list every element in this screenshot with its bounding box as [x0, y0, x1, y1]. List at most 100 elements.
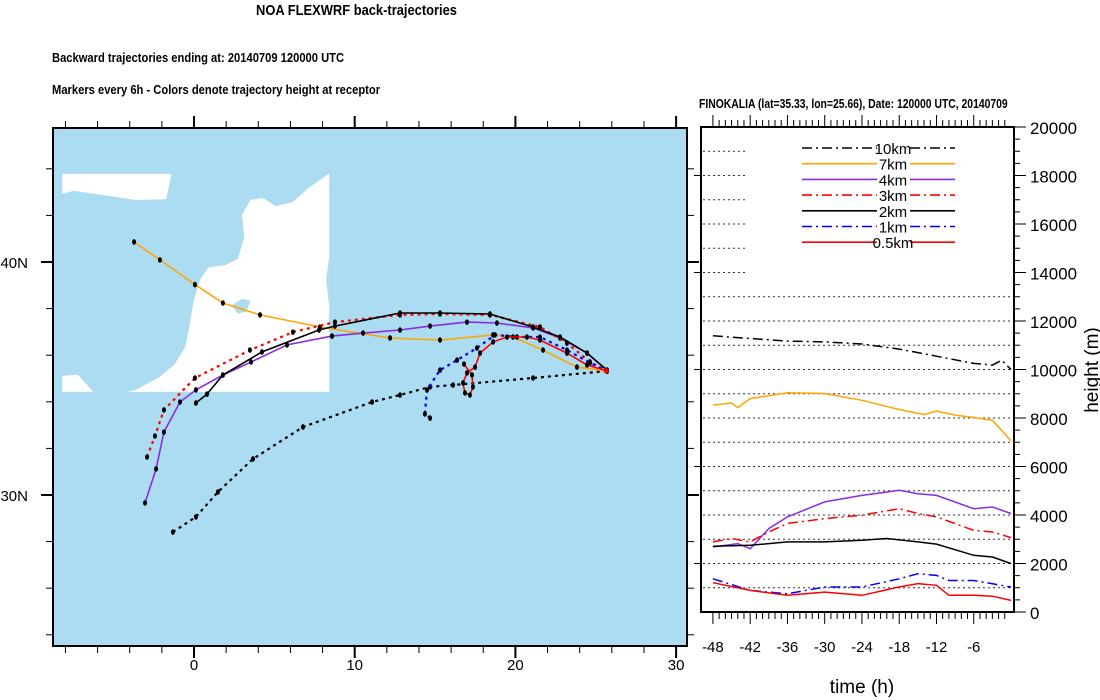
x-tick-label: -42 — [739, 639, 761, 656]
trajectory-marker-10km — [250, 456, 255, 462]
trajectory-marker-4km — [465, 319, 470, 325]
y-tick-label: 14000 — [1030, 265, 1077, 284]
trajectory-marker-1km — [422, 411, 427, 417]
height-series-7km — [712, 392, 1012, 442]
trajectory-marker-0.5km — [505, 334, 510, 340]
trajectory-marker-0.5km — [524, 334, 529, 340]
receptor-marker — [603, 368, 609, 374]
trajectory-marker-4km — [494, 320, 499, 326]
trajectory-marker-2km — [193, 400, 198, 406]
trajectory-4km — [144, 321, 608, 504]
y-tick-label: 20000 — [1030, 119, 1077, 138]
trajectory-marker-1km — [438, 367, 443, 373]
x-axis-label: time (h) — [830, 677, 894, 698]
trajectory-marker-4km — [161, 429, 166, 435]
trajectory-10km — [172, 369, 608, 533]
trajectory-marker-1km — [428, 415, 433, 421]
trajectory-marker-10km — [451, 382, 456, 388]
trajectory-marker-2km — [558, 334, 563, 340]
trajectory-marker-10km — [398, 392, 403, 398]
height-series-10km — [712, 335, 1012, 371]
y-tick-label: 16000 — [1030, 216, 1077, 235]
trajectory-marker-2km — [438, 310, 443, 316]
trajectory-marker-7km — [220, 300, 225, 306]
trajectory-marker-7km — [438, 337, 443, 343]
x-tick-label: -18 — [888, 639, 910, 656]
trajectory-marker-1km — [492, 332, 497, 338]
x-tick-label: -12 — [926, 639, 948, 656]
trajectory-marker-10km — [215, 489, 220, 495]
x-tick-label: -6 — [967, 639, 980, 656]
trajectory-marker-7km — [258, 312, 263, 318]
legend-label: 1km — [879, 220, 907, 237]
height-series-2km — [712, 537, 1012, 565]
trajectory-marker-3km — [145, 454, 150, 460]
trajectory-marker-2km — [488, 311, 493, 317]
subtitle-markers-note: Markers every 6h - Colors denote traject… — [52, 82, 381, 97]
bay-of-biscay — [62, 173, 172, 200]
x-tick-label: 10 — [346, 657, 363, 674]
trajectory-marker-0.5km — [461, 380, 466, 386]
trajectory-marker-4km — [361, 330, 366, 336]
y-tick-label: 0 — [1030, 604, 1039, 623]
legend-label: 4km — [879, 172, 907, 189]
legend-label: 0.5km — [873, 235, 914, 252]
figure-title: NOA FLEXWRF back-trajectories — [256, 2, 457, 19]
trajectory-marker-7km — [388, 335, 393, 341]
trajectory-marker-0.5km — [465, 370, 470, 376]
y-tick-label: 18000 — [1030, 168, 1077, 187]
trajectory-marker-4km — [285, 342, 290, 348]
x-tick-label: 30 — [668, 657, 685, 674]
y-tick-label: 30N — [0, 488, 28, 505]
trajectory-marker-0.5km — [461, 361, 466, 367]
trajectory-marker-2km — [220, 372, 225, 378]
height-panel-title: FINOKALIA (lat=35.33, lon=25.66), Date: … — [699, 97, 1008, 111]
trajectory-marker-0.5km — [478, 350, 483, 356]
y-tick-label: 2000 — [1030, 556, 1068, 575]
height-panel-frame — [700, 126, 1015, 613]
trajectory-marker-7km — [132, 239, 137, 245]
trajectory-3km — [146, 312, 608, 458]
trajectory-marker-10km — [370, 399, 375, 405]
legend-label: 10km — [875, 141, 912, 158]
y-tick-label: 4000 — [1030, 507, 1068, 526]
trajectory-marker-4km — [178, 399, 183, 405]
trajectory-marker-7km — [192, 281, 197, 288]
trajectory-marker-7km — [157, 257, 162, 263]
x-tick-label: -48 — [702, 639, 724, 656]
trajectory-marker-3km — [161, 407, 166, 413]
trajectory-marker-4km — [428, 323, 433, 329]
map-frame — [52, 127, 688, 647]
trajectory-marker-4km — [398, 327, 403, 333]
trajectory-marker-4km — [142, 500, 147, 506]
trajectory-marker-0.5km — [585, 362, 590, 368]
map-coastlines — [62, 173, 330, 392]
height-series-4km — [712, 489, 1012, 550]
trajectory-marker-4km — [154, 466, 159, 472]
legend-label: 2km — [879, 204, 907, 221]
trajectory-marker-3km — [332, 319, 337, 325]
trajectory-marker-0.5km — [537, 337, 542, 343]
trajectory-marker-4km — [249, 359, 254, 365]
trajectory-marker-7km — [541, 347, 546, 353]
trajectory-marker-0.5km — [467, 392, 472, 398]
trajectory-marker-1km — [455, 357, 460, 363]
legend-label: 7km — [879, 157, 907, 174]
trajectory-marker-2km — [317, 327, 322, 333]
trajectory-marker-2km — [332, 323, 337, 329]
y-axis-label: height (m) — [1082, 327, 1100, 413]
y-tick-label: 40N — [0, 255, 28, 272]
trajectory-marker-1km — [474, 345, 479, 351]
trajectory-marker-0.5km — [473, 364, 478, 370]
x-tick-label: -36 — [777, 639, 799, 656]
x-tick-label: -30 — [814, 639, 836, 656]
trajectory-marker-0.5km — [462, 390, 467, 396]
x-tick-label: 0 — [190, 657, 198, 674]
trajectory-marker-2km — [531, 324, 536, 330]
trajectory-marker-10km — [300, 424, 305, 430]
height-series-3km — [712, 507, 1012, 543]
subtitle-ending-time: Backward trajectories ending at: 2014070… — [52, 50, 345, 65]
y-tick-label: 12000 — [1030, 313, 1077, 332]
